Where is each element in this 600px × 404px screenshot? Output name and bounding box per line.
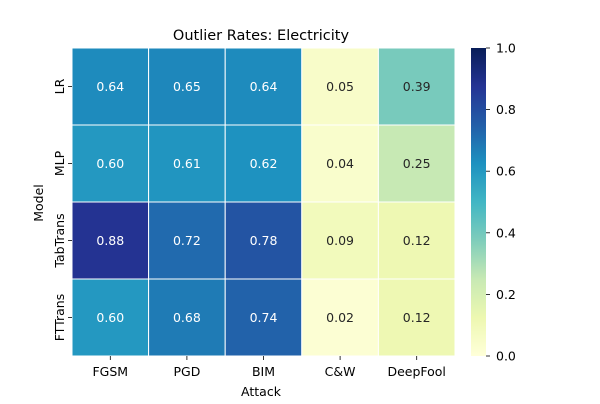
- heatmap-cell: [301, 278, 379, 357]
- cell-value-label: 0.78: [250, 233, 278, 248]
- cell-value-label: 0.64: [250, 79, 278, 94]
- heatmap-cell: [224, 124, 303, 203]
- heatmap-cell: [377, 124, 456, 203]
- x-tick-label: DeepFool: [387, 364, 445, 379]
- cell-value-label: 0.04: [326, 156, 354, 171]
- x-tick-label: C&W: [325, 364, 356, 379]
- cell-value-label: 0.72: [173, 233, 201, 248]
- y-axis-label: Model: [31, 184, 46, 222]
- cell-value-label: 0.64: [96, 79, 124, 94]
- heatmap-cell: [148, 47, 226, 126]
- cell-value-label: 0.12: [403, 233, 431, 248]
- colorbar-tick-label: 0.0: [496, 349, 516, 364]
- cell-value-label: 0.68: [173, 310, 201, 325]
- heatmap-cell: [224, 278, 303, 357]
- cell-value-label: 0.12: [403, 310, 431, 325]
- cell-value-label: 0.65: [173, 79, 201, 94]
- colorbar-tick-label: 0.8: [496, 102, 516, 117]
- y-tick-label: LR: [52, 78, 67, 94]
- cell-value-label: 0.60: [96, 156, 124, 171]
- heatmap-cell: [71, 124, 150, 203]
- cell-value-label: 0.60: [96, 310, 124, 325]
- x-tick-label: FGSM: [92, 364, 128, 379]
- cell-value-label: 0.05: [326, 79, 354, 94]
- colorbar-ticks: 0.0 0.2 0.4 0.6 0.8 1.0: [486, 41, 516, 364]
- y-tick-label: TabTrans: [52, 213, 67, 268]
- x-axis-ticks: FGSM PGD BIM C&W DeepFool: [92, 356, 446, 379]
- colorbar-tick-label: 1.0: [496, 41, 516, 56]
- chart-title: Outlier Rates: Electricity: [173, 28, 350, 44]
- colorbar-tick-label: 0.6: [496, 164, 516, 179]
- heatmap-cell: [224, 201, 303, 280]
- y-tick-label: MLP: [52, 150, 67, 176]
- colorbar-tick-label: 0.4: [496, 225, 516, 240]
- cell-value-label: 0.25: [403, 156, 431, 171]
- heatmap-cell: [301, 47, 379, 126]
- colorbar-tick-label: 0.2: [496, 287, 516, 302]
- x-tick-label: BIM: [252, 364, 275, 379]
- heatmap-cell: [377, 201, 456, 280]
- cell-value-label: 0.74: [250, 310, 278, 325]
- cell-value-label: 0.61: [173, 156, 201, 171]
- cell-value-label: 0.88: [96, 233, 124, 248]
- heatmap-cell: [71, 47, 150, 126]
- y-axis-ticks: LR MLP TabTrans FTTrans: [52, 78, 72, 341]
- cell-value-label: 0.39: [403, 79, 431, 94]
- heatmap-cell: [148, 201, 226, 280]
- cell-value-label: 0.02: [326, 310, 354, 325]
- cell-value-label: 0.62: [250, 156, 278, 171]
- cell-value-label: 0.09: [326, 233, 354, 248]
- heatmap-cell: [377, 47, 456, 126]
- colorbar: [471, 48, 486, 356]
- x-tick-label: PGD: [173, 364, 200, 379]
- x-axis-label: Attack: [241, 384, 282, 399]
- heatmap-cells: 0.64 0.65 0.64 0.05 0.39 0.60 0.61 0.62 0.04 0.25…: [71, 47, 456, 357]
- heatmap-cell: [301, 201, 379, 280]
- y-tick-label: FTTrans: [52, 294, 67, 341]
- heatmap-cell: [224, 47, 303, 126]
- heatmap-cell: [377, 278, 456, 357]
- heatmap-cell: [148, 278, 226, 357]
